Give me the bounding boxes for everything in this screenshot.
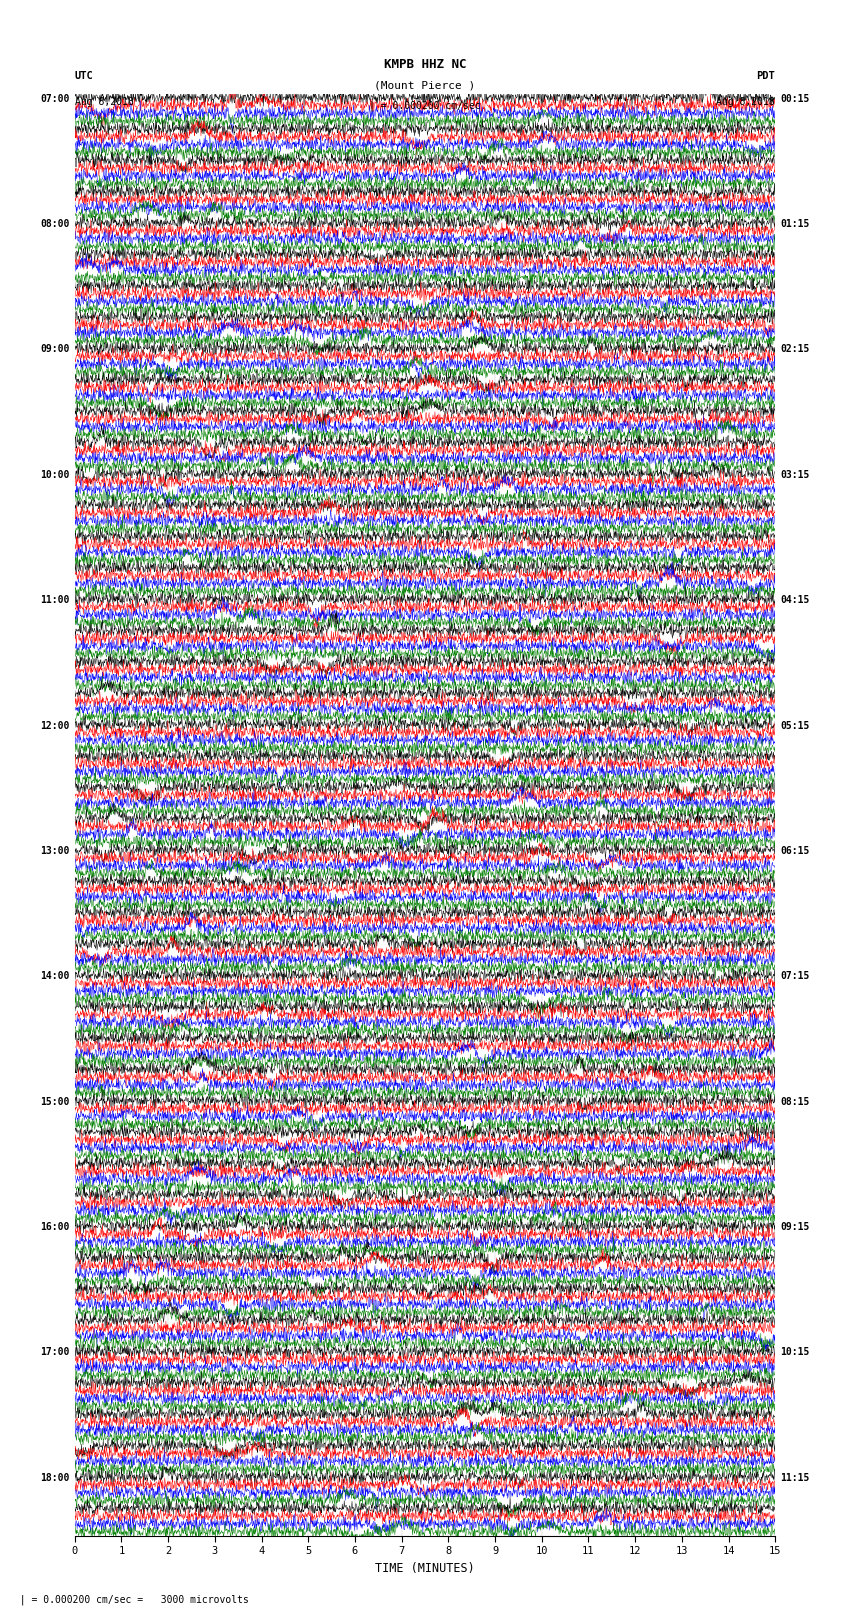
Text: Aug 8,2018: Aug 8,2018 bbox=[717, 97, 775, 106]
Text: KMPB HHZ NC: KMPB HHZ NC bbox=[383, 58, 467, 71]
Text: 08:00: 08:00 bbox=[40, 219, 70, 229]
Text: UTC: UTC bbox=[75, 71, 94, 81]
Text: 02:15: 02:15 bbox=[780, 344, 810, 355]
Text: 00:15: 00:15 bbox=[780, 94, 810, 103]
Text: | = 0.000200 cm/sec =   3000 microvolts: | = 0.000200 cm/sec = 3000 microvolts bbox=[8, 1594, 249, 1605]
Text: 17:00: 17:00 bbox=[40, 1347, 70, 1358]
Text: 11:15: 11:15 bbox=[780, 1473, 810, 1482]
Text: 16:00: 16:00 bbox=[40, 1223, 70, 1232]
Text: 13:00: 13:00 bbox=[40, 845, 70, 857]
X-axis label: TIME (MINUTES): TIME (MINUTES) bbox=[375, 1561, 475, 1574]
Text: 14:00: 14:00 bbox=[40, 971, 70, 981]
Text: 08:15: 08:15 bbox=[780, 1097, 810, 1107]
Text: 07:00: 07:00 bbox=[40, 94, 70, 103]
Text: 09:15: 09:15 bbox=[780, 1223, 810, 1232]
Text: 06:15: 06:15 bbox=[780, 845, 810, 857]
Text: 18:00: 18:00 bbox=[40, 1473, 70, 1482]
Text: | = 0.000200 cm/sec: | = 0.000200 cm/sec bbox=[369, 100, 481, 111]
Text: 01:15: 01:15 bbox=[780, 219, 810, 229]
Text: 05:15: 05:15 bbox=[780, 721, 810, 731]
Text: 12:00: 12:00 bbox=[40, 721, 70, 731]
Text: 11:00: 11:00 bbox=[40, 595, 70, 605]
Text: 15:00: 15:00 bbox=[40, 1097, 70, 1107]
Text: 09:00: 09:00 bbox=[40, 344, 70, 355]
Text: 10:15: 10:15 bbox=[780, 1347, 810, 1358]
Text: 04:15: 04:15 bbox=[780, 595, 810, 605]
Text: (Mount Pierce ): (Mount Pierce ) bbox=[374, 81, 476, 90]
Text: 10:00: 10:00 bbox=[40, 469, 70, 479]
Text: Aug 8,2018: Aug 8,2018 bbox=[75, 97, 133, 106]
Text: 07:15: 07:15 bbox=[780, 971, 810, 981]
Text: PDT: PDT bbox=[756, 71, 775, 81]
Text: 03:15: 03:15 bbox=[780, 469, 810, 479]
